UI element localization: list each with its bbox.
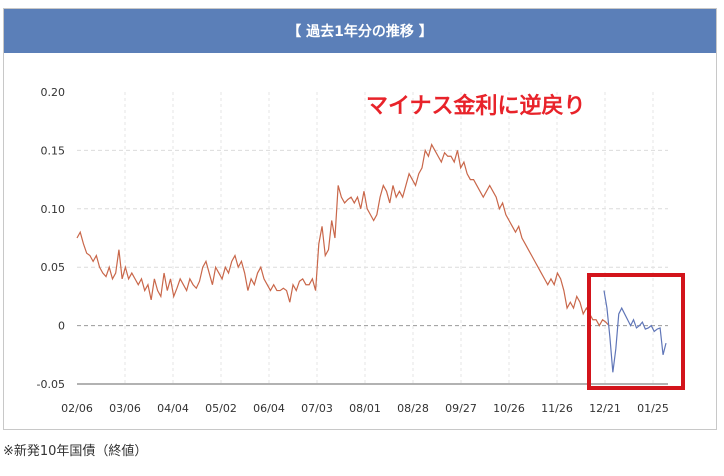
- x-tick-label: 06/04: [253, 402, 285, 415]
- y-tick-label: -0.05: [37, 378, 65, 391]
- x-tick-label: 09/27: [445, 402, 477, 415]
- series-line-1: [76, 142, 610, 327]
- highlight-box: [587, 273, 685, 390]
- chart-frame: 【 過去1年分の推移 】: [3, 8, 717, 430]
- x-tick-label: 11/26: [541, 402, 573, 415]
- x-tick-label: 08/01: [349, 402, 381, 415]
- y-tick-label: 0.05: [41, 261, 66, 274]
- x-tick-label: 03/06: [109, 402, 141, 415]
- y-tick-label: 0: [58, 320, 65, 333]
- x-tick-label: 12/21: [589, 402, 621, 415]
- chart-header: 【 過去1年分の推移 】: [4, 9, 716, 53]
- x-tick-label: 02/06: [61, 402, 93, 415]
- x-tick-label: 10/26: [493, 402, 525, 415]
- y-tick-label: 0.10: [41, 203, 66, 216]
- x-tick-label: 04/04: [157, 402, 189, 415]
- x-tick-label: 01/25: [637, 402, 669, 415]
- y-tick-label: 0.15: [41, 144, 66, 157]
- footnote: ※新発10年国債（終値）: [3, 444, 148, 459]
- x-tick-label: 05/02: [205, 402, 237, 415]
- x-tick-label: 08/28: [397, 402, 429, 415]
- series-line-2: [603, 290, 667, 373]
- y-tick-label: 0.20: [41, 86, 66, 99]
- x-tick-label: 07/03: [301, 402, 333, 415]
- annotation-text: マイナス金利に逆戻り: [366, 93, 586, 119]
